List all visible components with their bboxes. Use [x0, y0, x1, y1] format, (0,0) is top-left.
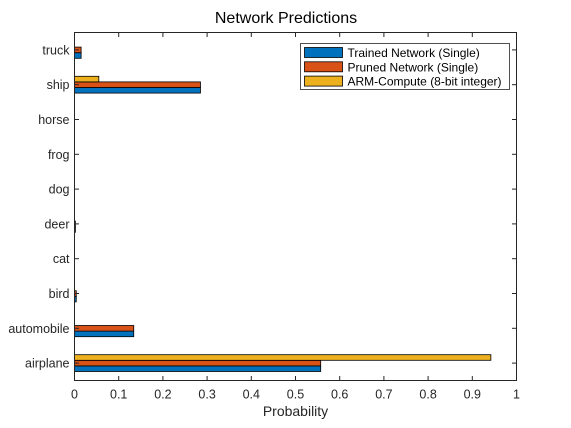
- y-tick-label-bird: bird: [49, 287, 70, 301]
- legend: Trained Network (Single)Pruned Network (…: [300, 43, 510, 90]
- y-tick-label-automobile: automobile: [8, 322, 69, 336]
- x-tick-label: 0.3: [198, 388, 215, 402]
- legend-swatch-0: [304, 47, 343, 58]
- x-tick-label: 0.6: [331, 388, 348, 402]
- y-tick-label-deer: deer: [44, 217, 69, 231]
- y-tick-label-horse: horse: [38, 113, 69, 127]
- x-tick-label: 0.4: [243, 388, 260, 402]
- x-tick-label: 0.2: [154, 388, 171, 402]
- x-tick-label: 0.5: [287, 388, 304, 402]
- y-tick-label-frog: frog: [48, 148, 70, 162]
- bar-ship-series-1: [74, 81, 201, 88]
- ticks-group: [74, 32, 517, 381]
- bar-ship-series-2: [74, 75, 100, 83]
- y-tick-label-truck: truck: [42, 43, 70, 57]
- bars-group: [74, 46, 492, 372]
- legend-label-2: ARM-Compute (8-bit integer): [348, 75, 502, 89]
- bar-automobile-series-0: [74, 330, 135, 338]
- y-tick-labels: airplane automobile bird cat deer dog frog hors…: [8, 43, 70, 370]
- x-tick-label: 0: [71, 388, 78, 402]
- x-axis-title: Probability: [263, 403, 328, 419]
- legend-label-1: Pruned Network (Single): [348, 60, 479, 74]
- y-tick-label-airplane: airplane: [25, 357, 70, 371]
- x-tick-labels: 0 0.1 0.2 0.3 0.4 0.5 0.6 0.7 0.8 0.9 1: [71, 388, 520, 402]
- x-tick-label: 0.1: [110, 388, 127, 402]
- y-tick-label-ship: ship: [47, 78, 70, 92]
- x-tick-label: 0.9: [464, 388, 481, 402]
- chart-title: Network Predictions: [215, 10, 357, 27]
- x-tick-label: 0.8: [419, 388, 436, 402]
- x-tick-label: 1: [513, 388, 520, 402]
- legend-label-0: Trained Network (Single): [348, 46, 480, 60]
- bar-airplane-series-2: [74, 354, 492, 361]
- bar-automobile-series-1: [74, 325, 135, 332]
- x-tick-label: 0.7: [375, 388, 392, 402]
- y-tick-label-dog: dog: [49, 183, 70, 197]
- bar-ship-series-0: [74, 87, 201, 94]
- bar-airplane-series-1: [74, 359, 322, 367]
- bar-airplane-series-0: [74, 365, 322, 372]
- y-tick-label-cat: cat: [53, 252, 70, 266]
- bar-truck-series-0: [74, 52, 82, 59]
- legend-swatch-1: [304, 61, 343, 73]
- legend-swatch-2: [304, 75, 343, 87]
